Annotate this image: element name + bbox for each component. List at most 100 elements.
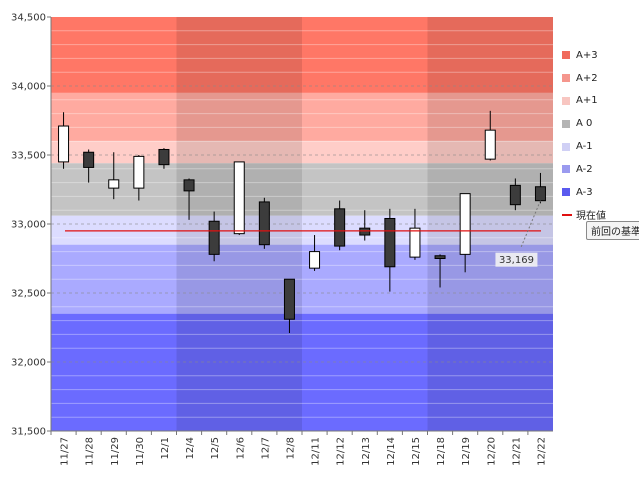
y-tick-label: 33,000 [11,220,46,231]
candle-body [258,201,270,246]
candle-body [309,251,321,269]
candle [258,197,270,249]
candle [158,148,170,169]
candle-body [133,155,145,189]
legend-item: 現在値 [562,204,636,227]
candle [359,210,371,241]
y-tick-label: 31,500 [11,427,46,438]
x-tick-label: 12/4 [185,437,196,459]
y-tick-label: 34,000 [11,82,46,93]
x-tick-label: 11/27 [60,437,71,466]
band-aplus3 [51,17,553,93]
legend-item: A+3 [562,44,636,67]
candle-body [58,125,70,163]
overlay-layer: 33,169 [65,200,541,267]
legend-swatch [562,96,570,105]
candle-body [359,227,371,236]
legend-item: A-2 [562,158,636,181]
x-tick-label: 11/30 [135,437,146,466]
candle [58,112,70,169]
legend-swatch [562,213,572,216]
legend-swatch [562,51,570,60]
legend-item: A+1 [562,90,636,113]
legend-swatch [562,74,570,83]
candle [434,254,446,288]
legend-swatch [562,142,570,151]
candle-body [384,217,396,268]
x-tick-label: 12/7 [260,437,271,459]
candle-body [183,179,195,192]
candle-body [208,220,220,255]
y-tick-label: 33,500 [11,151,46,162]
candle [384,208,396,292]
legend-swatch [562,119,570,128]
candle [208,211,220,262]
candle [183,178,195,220]
callout-label-bg [495,252,538,267]
x-tick-label: 12/15 [411,437,422,466]
candle [409,208,421,260]
legend-item: A-1 [562,135,636,158]
x-tick-label: 12/8 [285,437,296,459]
previous-reference-button[interactable]: 前回の基準 [586,221,639,240]
legend-label: A-2 [576,163,593,175]
legend-label: A+3 [576,49,598,61]
candle-body [283,278,295,320]
y-tick-label: 32,000 [11,358,46,369]
candle [283,278,295,334]
legend-label: A+1 [576,95,598,107]
x-tick-label: 12/19 [461,437,472,466]
x-tick-label: 12/14 [386,437,397,466]
legend-swatch [562,165,570,174]
x-tick-label: 12/20 [486,437,497,466]
candle [484,110,496,161]
legend-item: A-3 [562,181,636,204]
legend-label: A-3 [576,186,593,198]
x-tick-label: 12/6 [235,437,246,459]
x-tick-label: 11/28 [85,437,96,466]
y-tick-label: 34,500 [11,13,46,24]
x-tick-label: 12/11 [311,437,322,466]
band-aplus2 [51,92,553,142]
candle [133,155,145,201]
legend-item: A+2 [562,67,636,90]
callout-value-label: 33,169 [499,255,534,266]
candle [309,235,321,271]
candle-body [158,148,170,166]
x-tick-label: 12/1 [160,437,171,459]
x-tick-label: 12/21 [511,437,522,466]
legend-swatch [562,188,570,197]
candle-body [108,179,120,189]
band-aminus3 [51,313,553,431]
band-aminus2 [51,244,553,314]
candle-body [83,151,95,168]
x-tick-label: 12/22 [536,437,547,466]
legend-item: A 0 [562,112,636,135]
x-tick-label: 11/29 [110,437,121,466]
candle-body [409,227,421,258]
x-tick-label: 12/13 [361,437,372,466]
candle [334,200,346,251]
candle-body [434,255,446,260]
callout-leader [519,200,541,249]
candle [108,152,120,200]
candle-body [509,184,521,206]
legend-label: A+2 [576,72,598,84]
x-tick-label: 12/12 [336,437,347,466]
candle-body [334,208,346,247]
candle-body [459,193,471,255]
candle [233,161,245,236]
legend-label: 現在値 [576,211,606,223]
x-tick-label: 12/5 [210,437,221,459]
x-tick-label: 12/18 [436,437,447,466]
candle [83,149,95,183]
candle [459,193,471,273]
legend-label: A 0 [576,118,593,130]
candle [509,178,521,211]
candle-body [484,129,496,160]
axis-layer: 31,500 32,000 32,500 33,000 33,500 34,000 34,5… [11,13,553,466]
candle-body [534,186,546,202]
legend-label: A-1 [576,141,593,153]
band-aplus1 [51,141,553,164]
